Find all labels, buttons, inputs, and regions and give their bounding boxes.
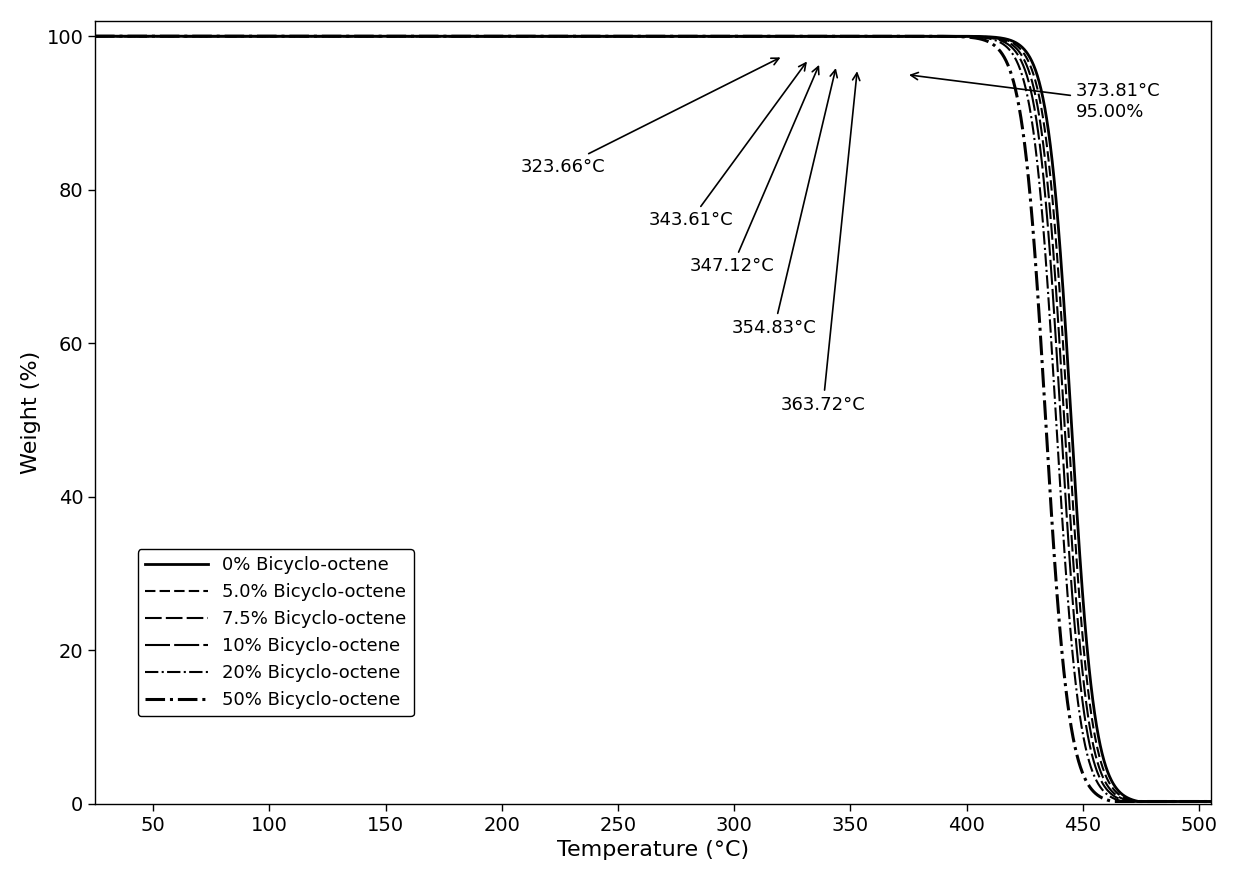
Line: 7.5% Bicyclo-octene: 7.5% Bicyclo-octene xyxy=(95,36,1210,802)
Line: 10% Bicyclo-octene: 10% Bicyclo-octene xyxy=(95,36,1210,802)
5.0% Bicyclo-octene xyxy=(564,31,579,41)
Text: 373.81°C
95.00%: 373.81°C 95.00% xyxy=(911,72,1161,121)
10% Bicyclo-octene xyxy=(281,31,296,41)
5.0% Bicyclo-octene xyxy=(215,31,229,41)
10% Bicyclo-octene xyxy=(1121,796,1136,807)
7.5% Bicyclo-octene xyxy=(1125,796,1140,807)
5.0% Bicyclo-octene xyxy=(1182,796,1197,807)
Text: 343.61°C: 343.61°C xyxy=(649,63,806,229)
50% Bicyclo-octene xyxy=(1106,796,1121,807)
5.0% Bicyclo-octene xyxy=(1061,428,1076,439)
Line: 0% Bicyclo-octene: 0% Bicyclo-octene xyxy=(95,36,1210,802)
10% Bicyclo-octene xyxy=(1203,796,1218,807)
50% Bicyclo-octene xyxy=(1061,705,1076,715)
Legend: 0% Bicyclo-octene, 5.0% Bicyclo-octene, 7.5% Bicyclo-octene, 10% Bicyclo-octene,: 0% Bicyclo-octene, 5.0% Bicyclo-octene, … xyxy=(138,549,414,716)
7.5% Bicyclo-octene xyxy=(516,31,531,41)
0% Bicyclo-octene xyxy=(88,31,103,41)
10% Bicyclo-octene xyxy=(1182,796,1197,807)
0% Bicyclo-octene xyxy=(1061,371,1076,381)
Text: 323.66°C: 323.66°C xyxy=(521,58,779,175)
7.5% Bicyclo-octene xyxy=(281,31,296,41)
7.5% Bicyclo-octene xyxy=(564,31,579,41)
5.0% Bicyclo-octene xyxy=(281,31,296,41)
20% Bicyclo-octene xyxy=(1182,796,1197,807)
50% Bicyclo-octene xyxy=(1182,796,1197,807)
5.0% Bicyclo-octene xyxy=(88,31,103,41)
20% Bicyclo-octene xyxy=(1116,796,1131,807)
50% Bicyclo-octene xyxy=(88,31,103,41)
7.5% Bicyclo-octene xyxy=(1182,796,1197,807)
20% Bicyclo-octene xyxy=(1061,603,1076,613)
Line: 50% Bicyclo-octene: 50% Bicyclo-octene xyxy=(95,36,1210,802)
0% Bicyclo-octene xyxy=(1203,796,1218,807)
10% Bicyclo-octene xyxy=(1061,539,1076,550)
20% Bicyclo-octene xyxy=(1203,796,1218,807)
X-axis label: Temperature (°C): Temperature (°C) xyxy=(557,840,749,860)
7.5% Bicyclo-octene xyxy=(1061,485,1076,496)
Text: 354.83°C: 354.83°C xyxy=(732,70,837,337)
20% Bicyclo-octene xyxy=(281,31,296,41)
20% Bicyclo-octene xyxy=(564,31,579,41)
0% Bicyclo-octene xyxy=(516,31,531,41)
0% Bicyclo-octene xyxy=(281,31,296,41)
0% Bicyclo-octene xyxy=(564,31,579,41)
7.5% Bicyclo-octene xyxy=(1203,796,1218,807)
7.5% Bicyclo-octene xyxy=(88,31,103,41)
50% Bicyclo-octene xyxy=(516,31,531,41)
Y-axis label: Weight (%): Weight (%) xyxy=(21,351,41,474)
5.0% Bicyclo-octene xyxy=(1128,796,1143,807)
0% Bicyclo-octene xyxy=(1131,796,1146,807)
10% Bicyclo-octene xyxy=(564,31,579,41)
50% Bicyclo-octene xyxy=(1203,796,1218,807)
0% Bicyclo-octene xyxy=(1182,796,1197,807)
10% Bicyclo-octene xyxy=(516,31,531,41)
Line: 5.0% Bicyclo-octene: 5.0% Bicyclo-octene xyxy=(95,36,1210,802)
20% Bicyclo-octene xyxy=(516,31,531,41)
50% Bicyclo-octene xyxy=(281,31,296,41)
10% Bicyclo-octene xyxy=(88,31,103,41)
50% Bicyclo-octene xyxy=(215,31,229,41)
0% Bicyclo-octene xyxy=(215,31,229,41)
Text: 347.12°C: 347.12°C xyxy=(691,67,818,276)
20% Bicyclo-octene xyxy=(88,31,103,41)
5.0% Bicyclo-octene xyxy=(516,31,531,41)
Text: 363.72°C: 363.72°C xyxy=(781,73,866,414)
50% Bicyclo-octene xyxy=(564,31,579,41)
10% Bicyclo-octene xyxy=(215,31,229,41)
20% Bicyclo-octene xyxy=(215,31,229,41)
7.5% Bicyclo-octene xyxy=(215,31,229,41)
Line: 20% Bicyclo-octene: 20% Bicyclo-octene xyxy=(95,36,1210,802)
5.0% Bicyclo-octene xyxy=(1203,796,1218,807)
